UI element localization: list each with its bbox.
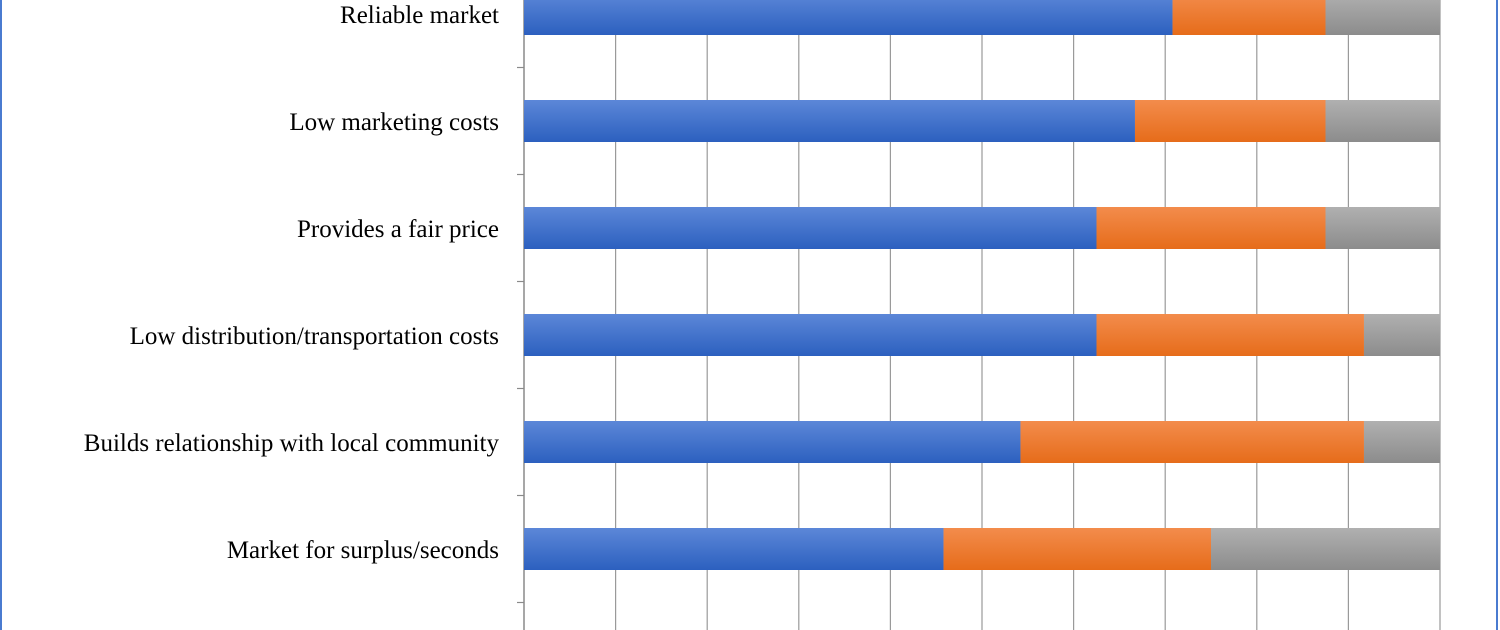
category-label: Reliable market bbox=[340, 2, 499, 29]
bar-segment-3 bbox=[1363, 421, 1440, 463]
bar-segment-3 bbox=[1211, 528, 1440, 570]
bar-segment-2 bbox=[943, 528, 1211, 570]
bar-segment-3 bbox=[1363, 314, 1440, 356]
bar-segment-1 bbox=[524, 528, 944, 570]
category-labels: Reliable market Low marketing costs Provid… bbox=[84, 2, 500, 564]
category-label: Provides a fair price bbox=[297, 216, 499, 243]
bar-segment-2 bbox=[1172, 0, 1326, 35]
bar-segment-3 bbox=[1325, 207, 1440, 249]
bar-segment-2 bbox=[1020, 421, 1364, 463]
bar-segment-3 bbox=[1325, 0, 1440, 35]
category-label: Builds relationship with local community bbox=[84, 430, 500, 457]
bar-segment-2 bbox=[1134, 100, 1326, 142]
category-label: Low distribution/transportation costs bbox=[130, 323, 499, 350]
bar-segment-1 bbox=[524, 421, 1021, 463]
bar-segment-1 bbox=[524, 100, 1135, 142]
category-label: Market for surplus/seconds bbox=[227, 537, 499, 564]
bar-segment-1 bbox=[524, 0, 1173, 35]
bar-segment-2 bbox=[1096, 314, 1364, 356]
category-label: Low marketing costs bbox=[289, 109, 499, 136]
bars bbox=[524, 0, 1440, 570]
bar-segment-1 bbox=[524, 207, 1097, 249]
bar-segment-3 bbox=[1325, 100, 1440, 142]
bar-segment-1 bbox=[524, 314, 1097, 356]
bar-segment-2 bbox=[1096, 207, 1326, 249]
